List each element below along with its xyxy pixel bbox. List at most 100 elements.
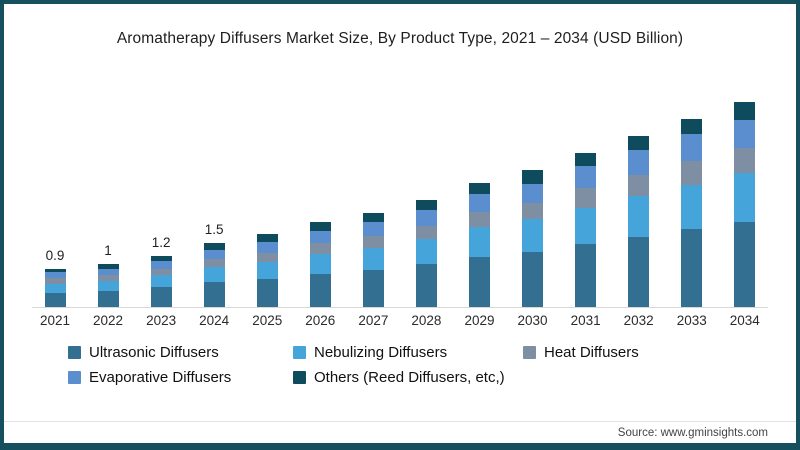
bar-segment (734, 120, 756, 149)
bar-segment (469, 227, 490, 257)
legend-item: Evaporative Diffusers (68, 369, 293, 386)
bar-segment (362, 269, 384, 307)
x-tick-label: 2029 (464, 313, 495, 328)
legend-label: Heat Diffusers (544, 344, 639, 361)
footer: Source: www.gminsights.com (4, 421, 796, 443)
bar-segment (681, 134, 703, 162)
stacked-bar (309, 221, 331, 307)
bar-segment (734, 221, 756, 307)
bar-column (563, 75, 609, 307)
bar-segment (469, 193, 490, 212)
bar-segment (309, 242, 331, 254)
legend-item: Nebulizing Diffusers (293, 344, 523, 361)
bar-segment (256, 252, 278, 262)
stacked-bar (681, 119, 703, 307)
legend: Ultrasonic Diffusers Nebulizing Diffusers… (68, 344, 766, 386)
bar-segment (256, 242, 278, 253)
bar-segment (522, 170, 544, 184)
bar-segment (362, 213, 384, 223)
bar-segment (628, 150, 650, 175)
bar-segment (628, 196, 650, 237)
bar-column: 0.9 (32, 75, 78, 307)
stacked-bar (97, 264, 119, 307)
bar-value-label: 1 (104, 243, 112, 259)
bar-segment (203, 282, 225, 307)
legend-swatch-icon (523, 346, 536, 359)
bar-segment (97, 280, 119, 291)
stacked-bar (575, 153, 597, 307)
chart-title: Aromatherapy Diffusers Market Size, By P… (116, 30, 684, 47)
bar-segment (681, 229, 703, 307)
bar-column (510, 75, 556, 307)
stacked-bar (203, 243, 225, 307)
x-axis-line (32, 307, 768, 308)
bar-segment (522, 251, 544, 307)
bar-column (616, 75, 662, 307)
bar-value-label: 1.2 (151, 234, 171, 250)
bar-segment (362, 247, 384, 270)
bar-column: 1.2 (138, 75, 184, 307)
bar-column: 1.5 (191, 75, 237, 307)
bar-segment (44, 283, 66, 293)
bar-segment (681, 119, 703, 135)
bar-segment (575, 153, 597, 167)
legend-swatch-icon (68, 371, 81, 384)
bar-segment (44, 268, 66, 273)
bar-segment (97, 268, 119, 276)
legend-item: Ultrasonic Diffusers (68, 344, 293, 361)
bar-segment (203, 259, 225, 268)
bar-segment (150, 269, 172, 276)
bar-segment (415, 200, 437, 211)
bar-segment (628, 174, 650, 196)
bar-segment (734, 172, 756, 222)
x-tick-label: 2027 (358, 313, 389, 328)
bar-column (457, 75, 503, 307)
stacked-bar (628, 136, 650, 307)
bar-column: 1 (85, 75, 131, 307)
bar-segment (256, 234, 278, 243)
legend-item: Heat Diffusers (523, 344, 766, 361)
bar-segment (309, 221, 331, 231)
bar-segment (362, 235, 384, 248)
x-axis-ticks: 2021 2022 2023 2024 2025 2026 2027 2028 2029 2030… (32, 308, 768, 328)
stacked-bar (734, 102, 756, 307)
bar-segment (203, 249, 225, 260)
bar-value-label: 0.9 (45, 247, 65, 263)
bar-segment (734, 102, 756, 121)
bar-segment (628, 136, 650, 151)
bar-segment (522, 183, 544, 204)
bar-segment (469, 183, 490, 194)
legend-item: Others (Reed Diffusers, etc,) (293, 369, 523, 386)
bar-segment (575, 207, 597, 245)
bar-segment (415, 225, 437, 239)
legend-label: Ultrasonic Diffusers (89, 344, 219, 361)
source-note: Source: www.gminsights.com (617, 426, 768, 439)
bar-column (722, 75, 768, 307)
bar-segment (309, 253, 331, 274)
bar-segment (362, 222, 384, 236)
bar-segment (522, 203, 544, 219)
bar-segment (681, 184, 703, 230)
x-tick-label: 2024 (199, 313, 230, 328)
bar-segment (309, 230, 331, 243)
bar-segment (681, 161, 703, 185)
bar-segment (97, 275, 119, 281)
x-tick-label: 2030 (517, 313, 548, 328)
stacked-bar (415, 200, 437, 307)
bar-segment (150, 275, 172, 288)
bar-segment (734, 148, 756, 173)
chart-area: 0.9 1 1.2 1.5 2021 2022 2023 2024 2025 2026 2027 2… (32, 75, 768, 328)
bar-column (403, 75, 449, 307)
x-tick-label: 2028 (411, 313, 442, 328)
bar-segment (256, 278, 278, 307)
x-tick-label: 2022 (93, 313, 124, 328)
bar-segment (415, 238, 437, 265)
bar-column (350, 75, 396, 307)
bar-segment (150, 255, 172, 262)
bar-segment (203, 267, 225, 283)
stacked-bar (522, 170, 544, 307)
x-tick-label: 2023 (146, 313, 177, 328)
x-tick-label: 2021 (39, 313, 71, 328)
bar-segment (150, 287, 172, 307)
legend-swatch-icon (293, 371, 306, 384)
